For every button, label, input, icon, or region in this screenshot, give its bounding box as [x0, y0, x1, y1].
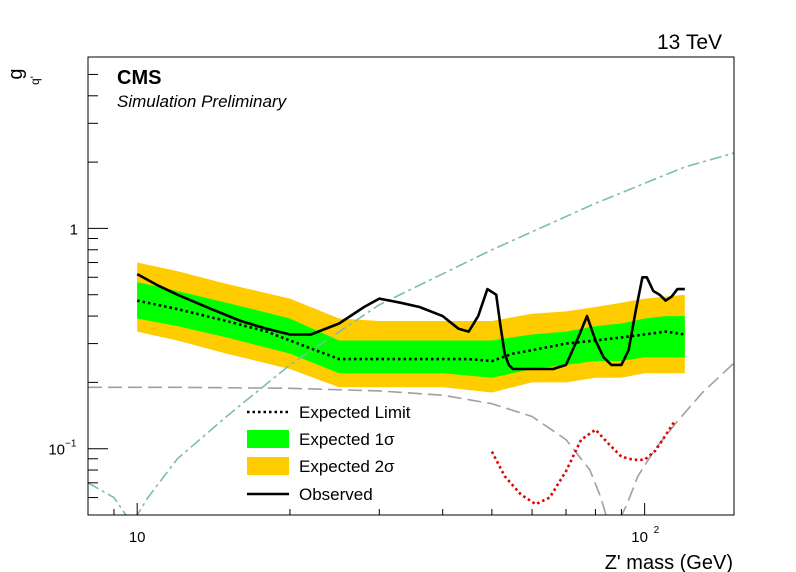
experiment-label: CMS [117, 67, 161, 89]
x-tick-label: 10 [129, 529, 146, 546]
legend-swatch-band [247, 457, 289, 475]
x-tick-label: 10 [631, 529, 648, 546]
legend-swatch-band [247, 430, 289, 448]
plot-area [88, 152, 734, 515]
x-axis-label: Z' mass (GeV) [605, 552, 733, 572]
legend-label: Expected Limit [299, 403, 411, 422]
energy-label: 13 TeV [657, 31, 722, 54]
series-band-1sigma [137, 282, 685, 378]
axis-layer: 10 10 210 −11 [48, 56, 660, 546]
status-label: Simulation Preliminary [117, 92, 288, 111]
series-line-aux-dashed-5 [88, 362, 734, 515]
y-axis-label-sub: q' [28, 76, 42, 85]
y-axis-label: g [5, 68, 27, 79]
y-tick-label-exponent: −1 [65, 439, 77, 450]
legend-label: Expected 2σ [299, 457, 395, 476]
y-tick-label: 1 [70, 221, 78, 238]
y-tick-label: 10 [48, 442, 65, 459]
legend-label: Observed [299, 485, 373, 504]
plot-layer [88, 152, 734, 515]
plot-frame [87, 56, 735, 516]
y-axis-label-group: g q' [5, 68, 42, 85]
x-tick-label-exponent: 2 [654, 525, 660, 536]
legend-label: Expected 1σ [299, 430, 395, 449]
legend: Expected Limit Expected 1σ Expected 2σ Obse… [247, 403, 411, 504]
